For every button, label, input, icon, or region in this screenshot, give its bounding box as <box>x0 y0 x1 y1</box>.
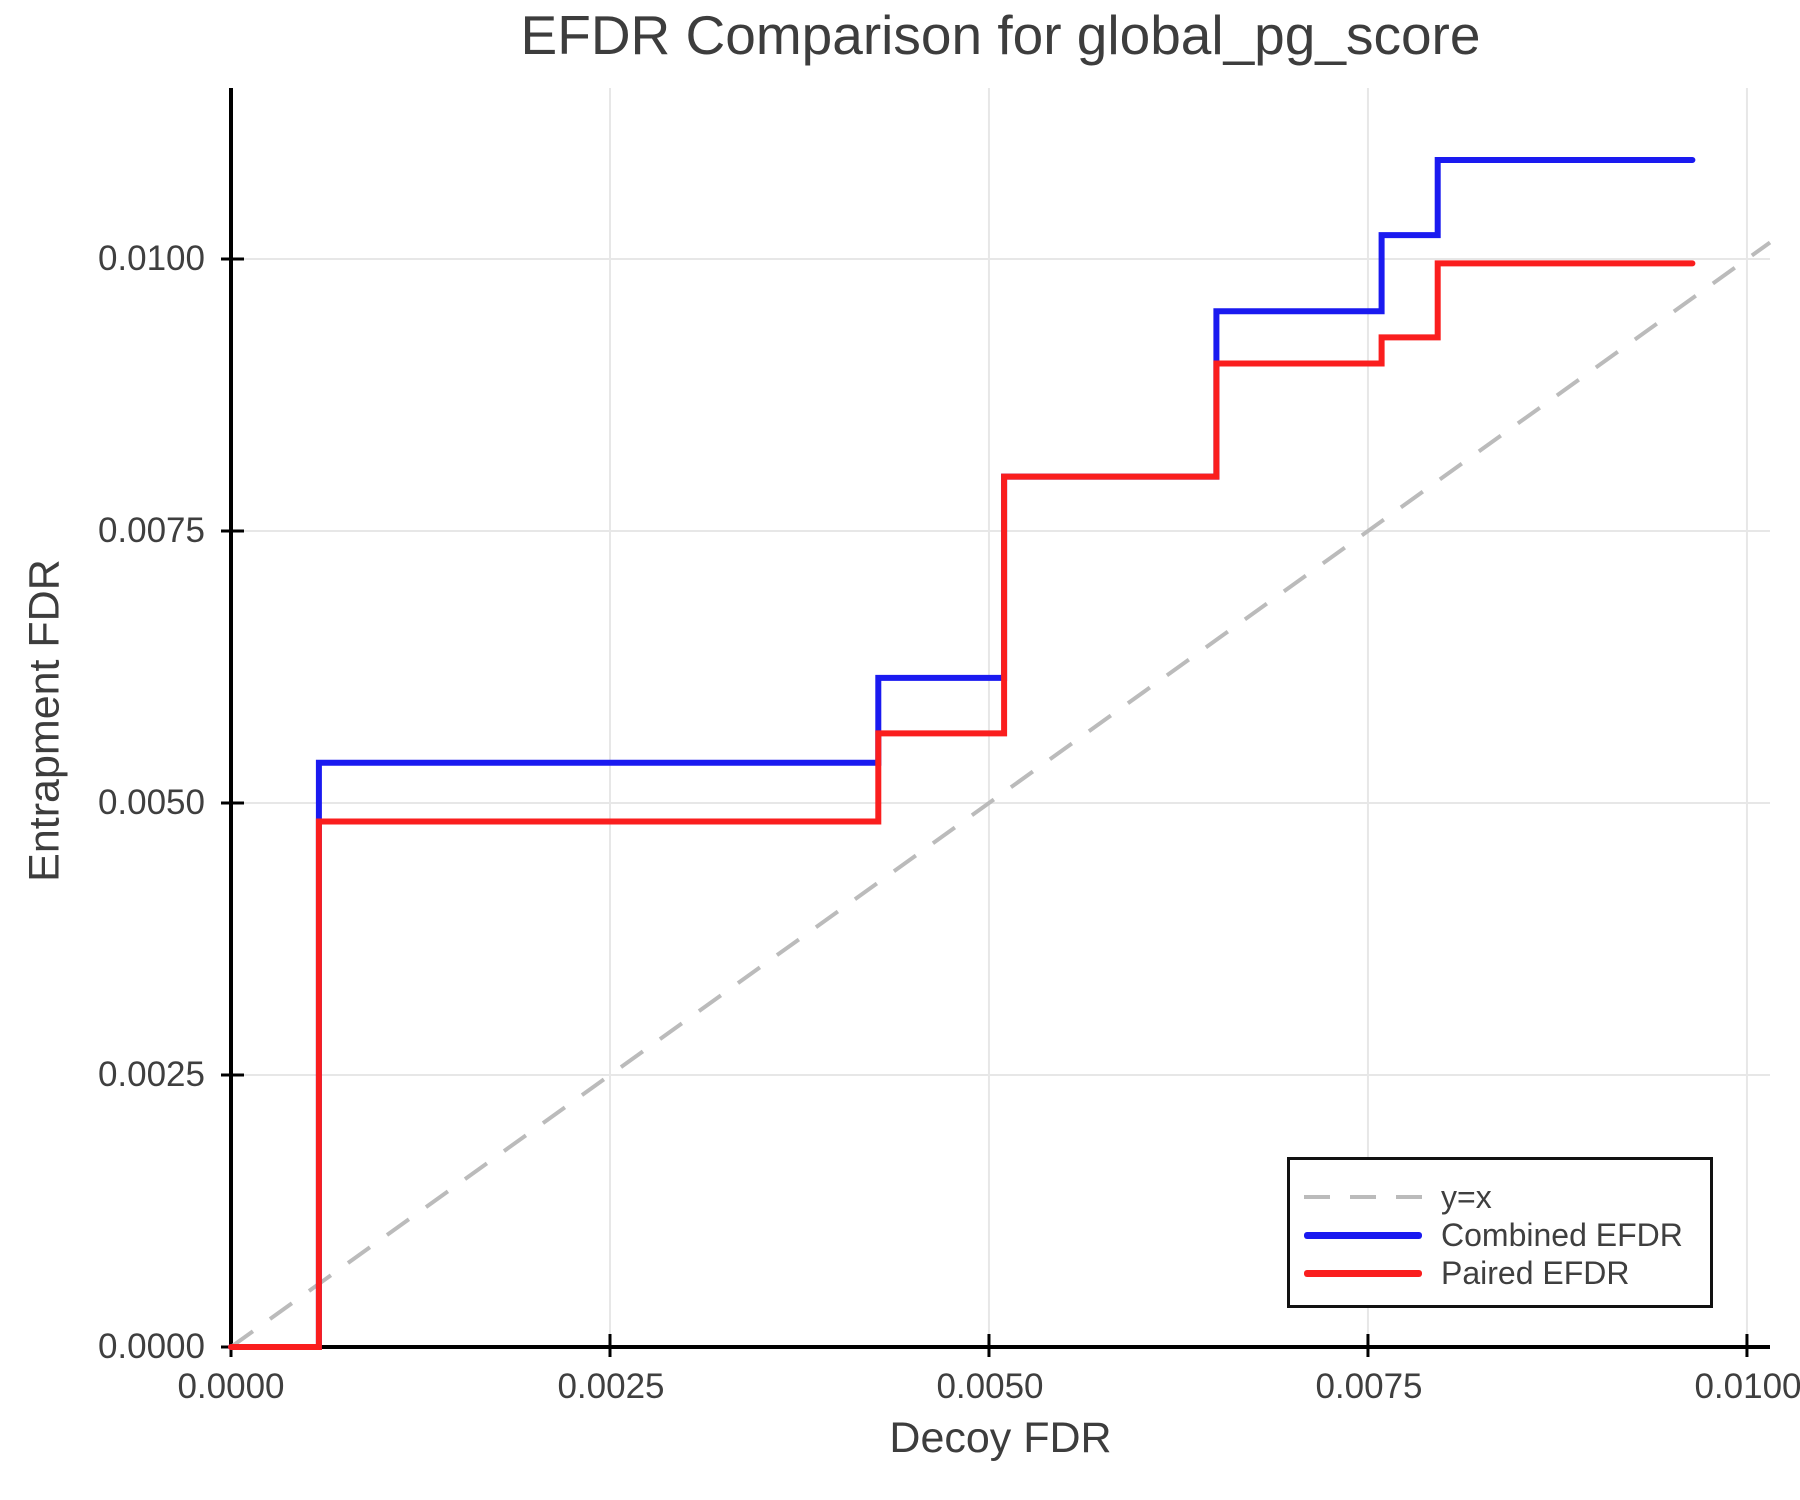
yx-dashed-line-sample <box>1304 1195 1422 1199</box>
y-tick-label: 0.0000 <box>97 1327 205 1366</box>
y-tick-label: 0.0100 <box>97 239 205 278</box>
legend-label: Paired EFDR <box>1441 1255 1630 1291</box>
y-tick-label: 0.0050 <box>97 783 205 822</box>
x-tick-label: 0.0050 <box>936 1367 1044 1406</box>
x-tick-label: 0.0075 <box>1315 1367 1423 1406</box>
legend: y=x Combined EFDR Paired EFDR <box>1287 1157 1713 1308</box>
y-tick-label: 0.0075 <box>97 511 205 550</box>
x-tick-label: 0.0100 <box>1694 1367 1800 1406</box>
x-tick-label: 0.0025 <box>557 1367 665 1406</box>
legend-label: Combined EFDR <box>1441 1217 1683 1253</box>
x-tick-label: 0.0000 <box>177 1367 285 1406</box>
legend-item: Combined EFDR <box>1304 1216 1710 1254</box>
y-tick-label: 0.0025 <box>97 1055 205 1094</box>
combined-efdr-line-sample <box>1304 1231 1422 1239</box>
x-axis-label: Decoy FDR <box>889 1414 1112 1462</box>
paired-efdr-line-sample <box>1304 1269 1422 1277</box>
legend-item: Paired EFDR <box>1304 1254 1710 1292</box>
legend-item: y=x <box>1304 1178 1710 1216</box>
chart-title: EFDR Comparison for global_pg_score <box>520 4 1481 66</box>
legend-label: y=x <box>1441 1179 1492 1215</box>
